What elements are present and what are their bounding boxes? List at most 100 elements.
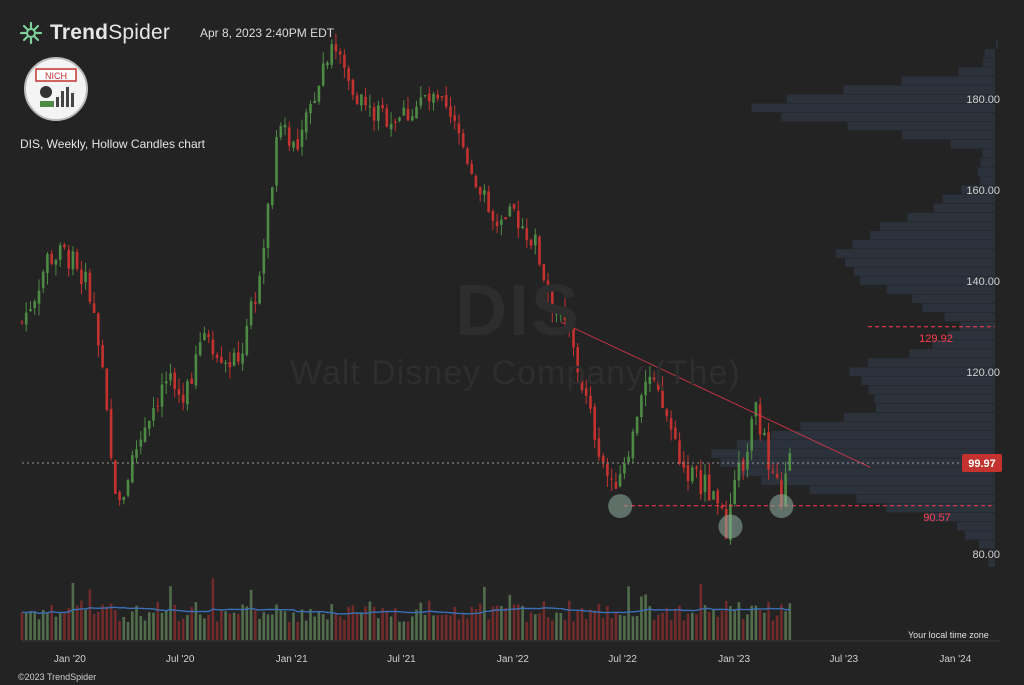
candle-body — [156, 405, 159, 407]
trendline — [560, 321, 871, 468]
volume-bar — [20, 612, 24, 640]
candle-body — [640, 395, 643, 417]
volume-profile-bar — [933, 203, 995, 213]
volume-bar — [495, 605, 499, 640]
candle-body — [627, 456, 630, 463]
volume-bar — [156, 602, 159, 640]
volume-bar — [84, 609, 87, 640]
candle-body — [678, 440, 681, 464]
volume-profile-bar — [922, 303, 995, 313]
volume-bar — [741, 619, 745, 640]
volume-bar — [50, 605, 53, 640]
candle-body — [733, 479, 736, 504]
watermark-company: Walt Disney Company (The) — [290, 354, 741, 392]
volume-bar — [139, 616, 143, 640]
candle-body — [300, 129, 304, 147]
level-label: 90.57 — [923, 512, 951, 524]
candle-body — [453, 115, 456, 121]
volume-bar — [177, 620, 181, 640]
volume-profile-bar — [950, 140, 995, 149]
volume-bar — [63, 612, 66, 640]
candle-body — [529, 239, 533, 246]
candle-body — [521, 226, 524, 229]
volume-bar — [118, 620, 121, 640]
candle-body — [589, 395, 592, 409]
candle-body — [228, 362, 232, 368]
watermark-ticker: DIS — [455, 271, 582, 351]
candle-body — [784, 473, 787, 507]
chart-title: DIS, Weekly, Hollow Candles chart — [20, 137, 205, 151]
volume-bar — [160, 612, 164, 640]
volume-bar — [360, 612, 363, 640]
candle-body — [474, 176, 478, 188]
candle-body — [80, 269, 83, 285]
candle-body — [118, 492, 121, 501]
volume-bar — [648, 606, 652, 640]
candle-body — [29, 309, 32, 312]
volume-bar — [245, 606, 249, 640]
candle-body — [275, 137, 278, 186]
candle-body — [461, 133, 465, 148]
volume-profile-bar — [960, 321, 995, 331]
candle-body — [512, 204, 516, 209]
candle-body — [173, 372, 176, 389]
volume-bar — [381, 608, 384, 640]
candle-body — [436, 94, 439, 99]
volume-bar — [80, 600, 83, 640]
candle-body — [84, 271, 87, 283]
volume-bar — [181, 618, 185, 640]
volume-bar — [457, 619, 461, 640]
candle-body — [355, 95, 359, 105]
candle-body — [194, 354, 198, 386]
volume-profile-bar — [809, 485, 995, 495]
volume-bar — [173, 604, 176, 640]
volume-bar — [406, 621, 410, 640]
candle-body — [763, 432, 766, 435]
volume-profile-bar — [988, 558, 995, 567]
volume-bar — [555, 612, 558, 640]
candle-body — [377, 105, 380, 121]
volume-bar — [283, 611, 287, 640]
volume-bar — [114, 610, 117, 640]
candle-body — [623, 463, 626, 474]
candle-body — [262, 247, 266, 274]
volume-moving-average — [21, 606, 790, 615]
candle-body — [241, 353, 244, 364]
candle-body — [139, 439, 143, 447]
candle-body — [470, 163, 473, 174]
candle-body — [780, 480, 783, 507]
volume-bar — [635, 616, 639, 640]
volume-profile-bar — [907, 212, 995, 222]
volume-bar — [148, 612, 151, 640]
volume-bar — [724, 600, 728, 640]
volume-bar — [385, 610, 389, 640]
last-price-badge — [962, 454, 1002, 472]
volume-profile-bar — [876, 403, 995, 413]
volume-bar — [152, 612, 155, 640]
candle-body — [682, 461, 686, 468]
candle-body — [402, 107, 406, 116]
low-marker — [769, 494, 794, 519]
candle-body — [788, 453, 792, 471]
candle-body — [572, 327, 575, 348]
volume-profile-bar — [980, 176, 995, 185]
candle-body — [754, 402, 758, 417]
copyright: ©2023 TrendSpider — [18, 672, 97, 682]
candle-body — [750, 418, 753, 451]
candle-body — [338, 51, 342, 55]
candle-body — [580, 374, 584, 390]
candle-body — [309, 104, 312, 114]
timezone-label[interactable]: Your local time zone — [908, 630, 989, 640]
candle-body — [105, 368, 109, 410]
candle-body — [466, 148, 469, 164]
volume-bar — [504, 608, 507, 640]
candle-body — [444, 95, 448, 107]
candle-body — [657, 381, 660, 390]
candle-body — [483, 190, 486, 195]
volume-profile-bar — [980, 158, 995, 167]
volume-profile-bar — [993, 549, 996, 558]
candle-body — [372, 107, 376, 121]
x-tick-label: Jan '21 — [276, 654, 308, 665]
volume-bar — [194, 602, 198, 640]
